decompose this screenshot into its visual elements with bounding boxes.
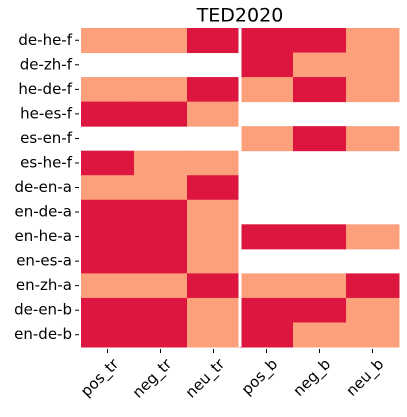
- heatmap-cell: [187, 175, 241, 201]
- y-tick-label: en-zh-a: [16, 276, 72, 294]
- heatmap-cell: [293, 28, 347, 54]
- y-tick-label: de-en-b: [14, 301, 72, 319]
- y-tick-label: de-en-a: [14, 178, 72, 196]
- heatmap-cell: [134, 248, 188, 274]
- y-tick-label: en-de-b: [14, 325, 72, 343]
- heatmap-cell: [240, 322, 294, 348]
- y-tick-label: en-es-a: [16, 252, 72, 270]
- heatmap-cell: [81, 297, 135, 323]
- heatmap-cell: [346, 126, 400, 152]
- heatmap-cell: [81, 175, 135, 201]
- y-tick-label: he-es-f: [20, 104, 73, 122]
- y-tick-label: de-he-f: [18, 31, 72, 49]
- heatmap-cell: [293, 322, 347, 348]
- heatmap-cell: [240, 77, 294, 103]
- heatmap-cell: [293, 297, 347, 323]
- heatmap-cell: [81, 77, 135, 103]
- heatmap-cell: [187, 322, 241, 348]
- heatmap-cell: [187, 101, 241, 127]
- x-tick-label: neu_b: [343, 355, 388, 400]
- y-tick-label: es-he-f: [20, 153, 73, 171]
- heatmap-cell: [134, 101, 188, 127]
- heatmap-cell: [187, 248, 241, 274]
- chart-title: TED2020: [196, 5, 284, 27]
- heatmap-cell: [134, 28, 188, 54]
- heatmap-cell: [134, 322, 188, 348]
- heatmap-cell: [81, 101, 135, 127]
- heatmap-cell: [346, 224, 400, 250]
- x-tick-label: pos_b: [238, 355, 282, 399]
- heatmap-cell: [81, 273, 135, 299]
- heatmap-cell: [134, 273, 188, 299]
- y-tick-label: es-en-f: [20, 129, 73, 147]
- heatmap-cell: [134, 150, 188, 176]
- heatmap-cell: [81, 248, 135, 274]
- y-tick-label: en-de-a: [14, 203, 72, 221]
- heatmap-cell: [346, 77, 400, 103]
- heatmap-cell: [134, 297, 188, 323]
- heatmap-cell: [293, 224, 347, 250]
- heatmap-cell: [293, 77, 347, 103]
- heatmap-cell: [81, 199, 135, 225]
- heatmap-cell: [240, 52, 294, 78]
- heatmap-cell: [134, 199, 188, 225]
- heatmap-cell: [187, 150, 241, 176]
- heatmap-cell: [81, 224, 135, 250]
- heatmap-cell: [240, 28, 294, 54]
- heatmap-cell: [81, 322, 135, 348]
- y-tick-label: en-he-a: [15, 227, 73, 245]
- x-tick-label: neu_tr: [182, 354, 230, 402]
- x-tick-label: neg_tr: [129, 354, 177, 402]
- heatmap-cell: [293, 52, 347, 78]
- heatmap-cell: [346, 52, 400, 78]
- heatmap-cell: [240, 126, 294, 152]
- heatmap-cell: [346, 297, 400, 323]
- heatmap-cell: [293, 126, 347, 152]
- heatmap-cell: [346, 28, 400, 54]
- heatmap-cell: [187, 273, 241, 299]
- heatmap-cell: [187, 28, 241, 54]
- x-tick-label: neg_b: [290, 355, 335, 400]
- y-tick-label: de-zh-f: [20, 55, 73, 73]
- heatmap-cell: [134, 175, 188, 201]
- heatmap-cell: [134, 224, 188, 250]
- heatmap-cell: [240, 273, 294, 299]
- heatmap-cell: [346, 273, 400, 299]
- heatmap-cell: [240, 224, 294, 250]
- heatmap-cell: [187, 297, 241, 323]
- y-tick-label: he-de-f: [18, 80, 72, 98]
- heatmap-cell: [346, 322, 400, 348]
- heatmap-cell: [81, 150, 135, 176]
- heatmap-cell: [81, 28, 135, 54]
- heatmap-cell: [240, 297, 294, 323]
- heatmap-cell: [187, 224, 241, 250]
- heatmap-cell: [293, 273, 347, 299]
- x-tick-label: pos_tr: [77, 354, 124, 401]
- heatmap-cell: [187, 199, 241, 225]
- heatmap-cell: [134, 77, 188, 103]
- heatmap-cell: [187, 77, 241, 103]
